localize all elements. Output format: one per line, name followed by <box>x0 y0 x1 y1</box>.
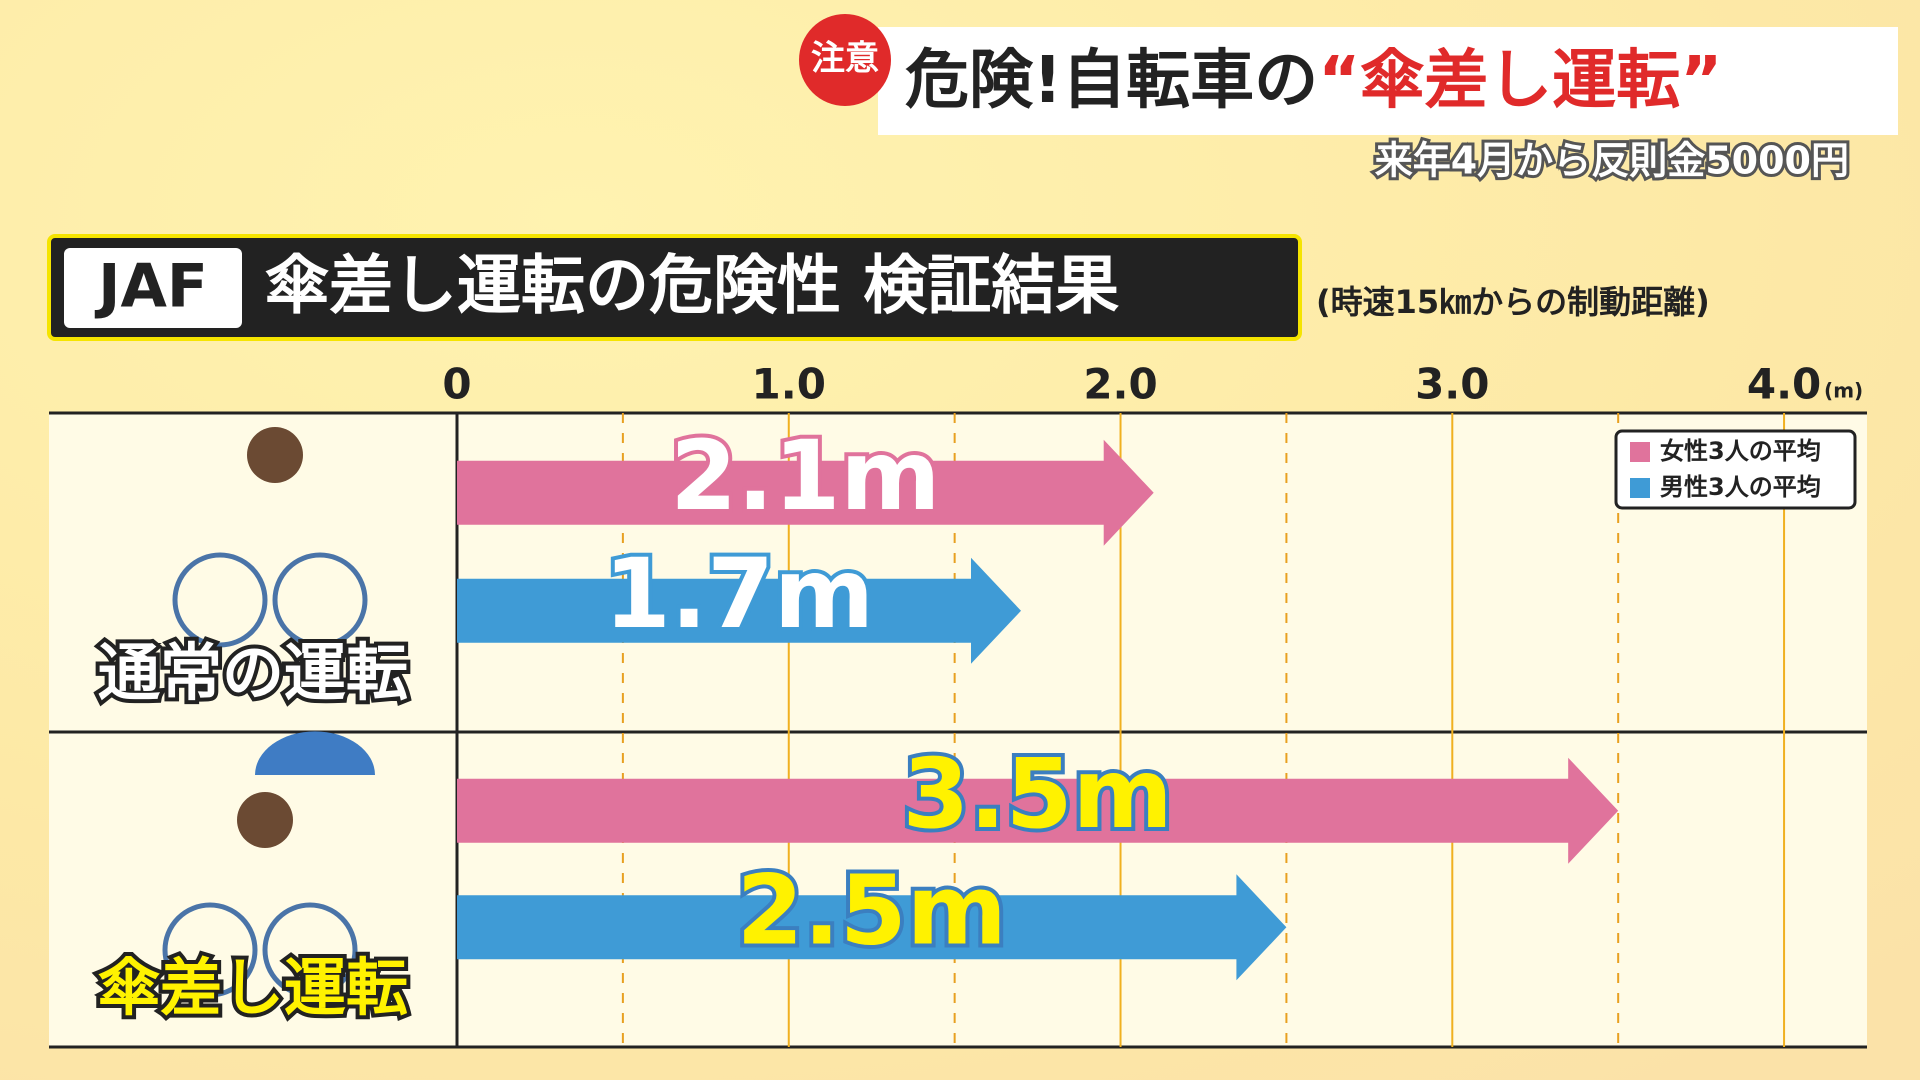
value-label: 2.1m <box>670 420 940 532</box>
headline-main: 危険!自転車の <box>905 44 1318 118</box>
value-label: 3.5m <box>903 738 1173 850</box>
subheadline: 来年4月から反則金5000円 <box>1375 139 1849 183</box>
bar <box>457 874 1287 981</box>
chart-title: 傘差し運転の危険性 検証結果 <box>265 250 1119 324</box>
x-unit: (m) <box>1824 379 1863 403</box>
header-banner <box>878 27 1898 135</box>
value-label: 2.5m <box>737 855 1007 967</box>
legend-swatch <box>1630 478 1650 498</box>
x-tick-label: 1.0 <box>752 360 826 409</box>
bar <box>457 757 1619 864</box>
rider-icon <box>247 427 303 483</box>
badge-circle <box>799 14 891 106</box>
category-label: 傘差し運転 <box>98 951 408 1024</box>
bicycle-icon <box>272 552 368 648</box>
x-tick-label: 3.0 <box>1415 360 1489 409</box>
illustrations <box>162 427 375 998</box>
source-box <box>64 248 242 328</box>
rider-icon <box>237 792 293 848</box>
bicycle-icon <box>262 902 358 998</box>
bar <box>457 439 1154 546</box>
value-label: 1.7m <box>604 538 874 650</box>
umbrella-icon <box>255 731 375 775</box>
legend-label: 女性3人の平均 <box>1660 437 1821 465</box>
headline-highlight: “傘差し運転” <box>1318 44 1722 118</box>
legend-box <box>1614 429 1857 510</box>
bicycle-icon <box>162 902 258 998</box>
x-tick-label: 0 <box>442 360 471 409</box>
category-label: 通常の運転 <box>98 636 408 709</box>
bar <box>457 557 1021 664</box>
source-label: JAF <box>94 252 208 322</box>
legend-label: 男性3人の平均 <box>1660 473 1821 501</box>
x-tick-label: 2.0 <box>1083 360 1157 409</box>
badge: 注意 <box>811 39 879 79</box>
chart-subtitle: (時速15㎞からの制動距離) <box>1316 283 1710 321</box>
title-box <box>47 234 1302 341</box>
headline: 危険!自転車の“傘差し運転” <box>905 44 1722 118</box>
x-tick-label: 4.0 <box>1747 360 1821 409</box>
bicycle-icon <box>172 552 268 648</box>
legend-swatch <box>1630 442 1650 462</box>
